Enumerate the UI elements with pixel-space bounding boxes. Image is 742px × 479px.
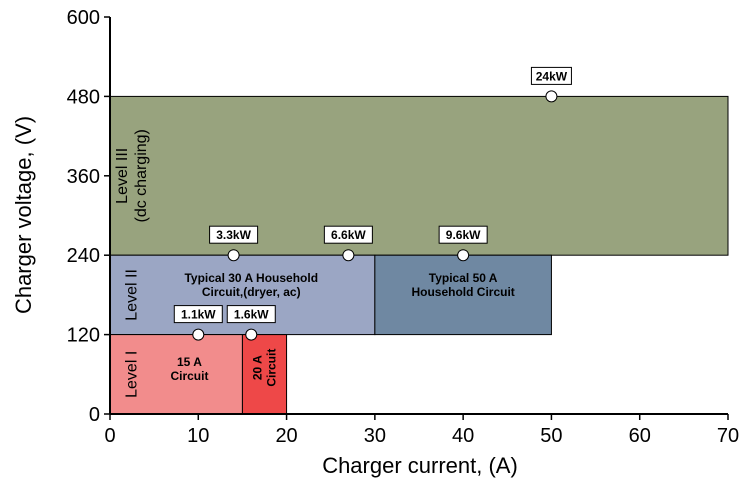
region-label-c20: 20 ACircuit (251, 349, 279, 387)
x-axis-title: Charger current, (A) (322, 453, 518, 478)
x-tick-label: 0 (104, 425, 115, 447)
y-tick-label: 0 (89, 404, 100, 426)
region-c15 (109, 334, 243, 415)
x-tick-label: 70 (717, 425, 739, 447)
y-tick-label: 600 (67, 7, 100, 29)
region-label-line: Circuit (170, 369, 208, 383)
power-label: 1.1kW (181, 308, 216, 322)
region-label-line: Circuit (265, 349, 279, 387)
ticks-layer: 0 10 20 30 40 50 60 70 0 120 240 360 480 600 (67, 7, 740, 447)
region-level3 (109, 95, 729, 256)
y-tick-label: 240 (67, 245, 100, 267)
x-tick-label: 40 (452, 425, 474, 447)
y-tick-label: 360 (67, 166, 100, 188)
power-label: 6.6kW (331, 228, 366, 242)
power-label-box (173, 305, 223, 324)
region-label-line: 15 A (177, 355, 202, 369)
level-label-line: (dc charging) (133, 129, 150, 222)
region-label-line: Household Circuit (411, 285, 514, 299)
level-labels-layer: Level III (dc charging) Level II Level I (114, 129, 150, 398)
power-point (245, 328, 258, 341)
x-tick-label: 50 (540, 425, 562, 447)
region-label-line: Typical 30 A Household (184, 271, 318, 285)
region-label-line: Circuit,(dryer, ac) (202, 285, 301, 299)
region-label-line: Typical 50 A (429, 271, 498, 285)
x-tick-label: 20 (275, 425, 297, 447)
region-typical50 (374, 254, 552, 336)
x-tick-label: 10 (187, 425, 209, 447)
power-label-box (530, 66, 572, 85)
power-point (342, 249, 355, 262)
power-label: 24kW (536, 69, 568, 83)
axes-layer (109, 17, 728, 415)
region-label-c15: 15 A Circuit (170, 355, 208, 383)
y-tick-label: 480 (67, 86, 100, 108)
level-label-line: Level III (114, 148, 131, 204)
power-point (545, 90, 558, 103)
x-tick-label: 30 (364, 425, 386, 447)
x-tick-label: 60 (629, 425, 651, 447)
region-label-typical30: Typical 30 A Household Circuit,(dryer, ac… (184, 271, 318, 299)
region-label-typical50: Typical 50 A Household Circuit (411, 271, 514, 299)
power-label: 1.6kW (234, 308, 269, 322)
power-points-layer: 1.1kW 1.6kW 3.3kW 6.6kW 9.6kW 24kW (173, 66, 572, 341)
power-point (457, 249, 470, 262)
level-label-level-i: Level I (123, 351, 140, 398)
power-point (192, 328, 205, 341)
y-axis-title: Charger voltage, (V) (11, 116, 36, 314)
power-point (227, 249, 240, 262)
power-label-box (209, 225, 259, 244)
level-label-line: Level II (123, 269, 140, 321)
level-label-level-iii: Level III (dc charging) (114, 129, 150, 222)
regions-layer: Typical 30 A Household Circuit,(dryer, ac… (109, 95, 729, 415)
y-tick-label: 120 (67, 325, 100, 347)
power-label: 9.6kW (446, 228, 481, 242)
power-label-box (438, 225, 488, 244)
region-c20 (241, 334, 288, 415)
level-label-line: Level I (123, 351, 140, 398)
level-label-level-ii: Level II (123, 269, 140, 321)
power-label-box (226, 305, 276, 324)
power-label-box (323, 225, 373, 244)
region-label-line: 20 A (251, 355, 265, 380)
power-label: 3.3kW (216, 228, 251, 242)
